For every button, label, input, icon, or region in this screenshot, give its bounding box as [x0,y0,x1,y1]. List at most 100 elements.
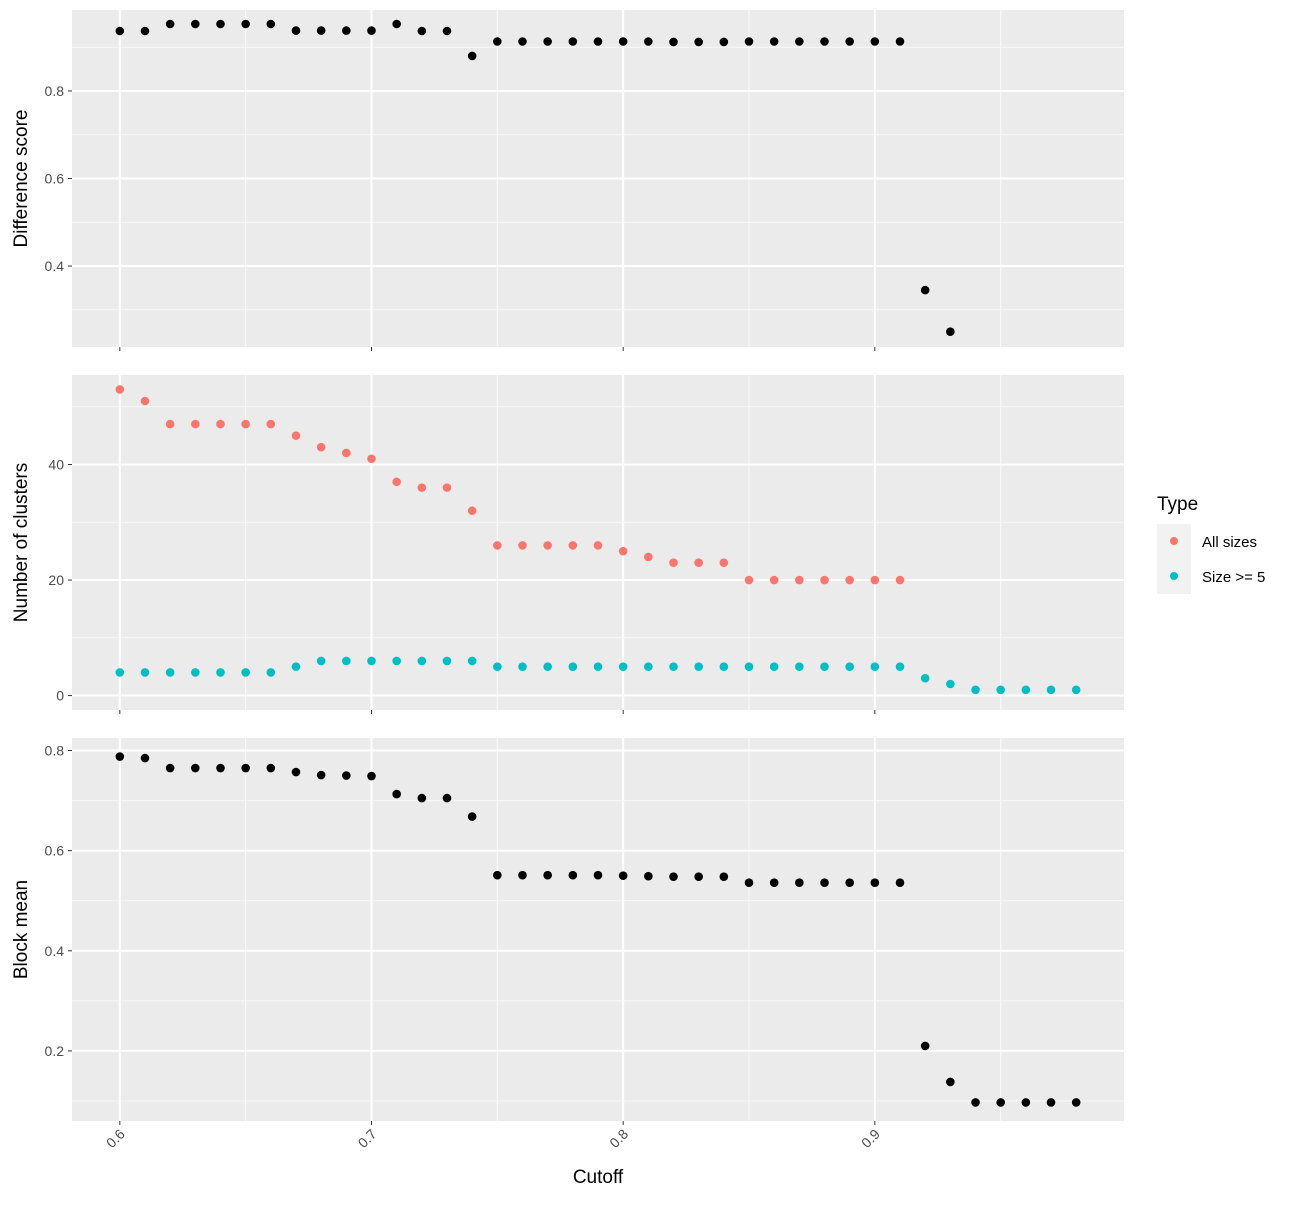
y-tick-label: 0.8 [45,743,65,759]
data-point [342,656,351,666]
data-point [744,575,754,585]
data-point [543,662,552,671]
x-tick-label: 0.8 [606,1126,631,1151]
data-point [241,763,250,773]
data-point [870,878,880,887]
data-point [543,870,552,880]
y-tick-label: 0 [56,688,64,704]
data-point [467,51,477,61]
y-tick-label: 0.6 [45,843,65,859]
data-point [467,656,477,666]
data-point [644,662,653,671]
data-point [769,878,779,887]
data-point [442,793,452,803]
data-point [719,37,729,47]
legend-key-size-5 [1170,572,1178,580]
data-point [417,483,427,492]
data-point [266,419,276,429]
data-point [1071,1098,1081,1107]
data-point [442,656,452,666]
y-tick-label: 40 [48,457,64,473]
series-points [115,752,1081,1107]
data-point [593,662,603,671]
data-point [920,673,930,683]
y-axis-title: Number of clusters [11,463,32,622]
data-point [165,763,175,773]
data-point [392,789,401,799]
data-point [115,752,125,761]
data-point [216,419,225,429]
data-point [795,575,804,585]
data-point [795,878,804,887]
data-point [467,506,477,516]
data-point [996,1098,1005,1107]
panel-number-of-clusters: 0 20 40 Number of clusters [11,375,1124,714]
data-point [493,662,502,671]
series-size-5 [115,656,1081,695]
data-point [669,558,678,568]
data-point [694,37,703,47]
data-point [316,442,326,452]
data-point [115,385,125,394]
data-point [266,763,276,773]
data-point [266,668,276,677]
data-point [694,872,703,881]
data-point [820,37,829,46]
data-point [694,662,703,671]
data-point [618,662,628,671]
data-point [367,26,376,35]
x-tick-label: 0.9 [858,1126,883,1151]
data-point [140,753,150,763]
data-point [845,37,854,46]
data-point [518,37,527,46]
legend-label-size-5: Size >= 5 [1202,569,1265,586]
data-point [417,26,427,36]
data-point [946,327,955,336]
legend-key-all-sizes [1170,537,1178,545]
y-tick-label: 20 [48,572,64,588]
legend-key-background [1157,524,1191,594]
data-point [342,448,351,458]
data-point [140,26,150,36]
data-point [291,26,301,35]
x-axis-title: Cutoff [573,1167,624,1188]
data-point [744,37,754,46]
data-point [870,575,880,585]
panel-difference-score: 0.4 0.6 0.8 Difference score [11,10,1124,351]
data-point [241,419,250,429]
data-point [1046,1098,1056,1107]
data-point [996,685,1005,695]
data-point [291,431,301,440]
data-point [719,558,729,568]
legend-label-all-sizes: All sizes [1202,534,1257,551]
data-point [518,541,527,550]
data-point [820,662,829,671]
data-point [644,552,653,562]
data-point [417,793,427,803]
x-tick-label: 0.6 [103,1126,128,1151]
data-point [618,871,628,880]
data-point [115,668,125,677]
data-point [291,767,301,777]
data-point [769,37,779,46]
data-point [392,477,401,487]
data-point [568,37,578,46]
y-tick-label: 0.6 [45,171,65,187]
data-point [593,37,603,46]
data-point [140,396,150,406]
data-point [493,541,502,550]
data-point [140,668,150,677]
data-point [593,870,603,880]
data-point [644,37,653,46]
data-point [845,878,854,887]
panel-block-mean: 0.2 0.4 0.6 0.8 Block mean [11,738,1124,1125]
data-point [895,878,905,887]
data-point [342,26,351,35]
data-point [820,878,829,887]
data-point [216,763,225,773]
y-axis-title: Block mean [11,880,32,979]
data-point [467,812,477,821]
data-point [216,19,225,29]
legend: Type All sizes Size >= 5 [1157,494,1265,594]
